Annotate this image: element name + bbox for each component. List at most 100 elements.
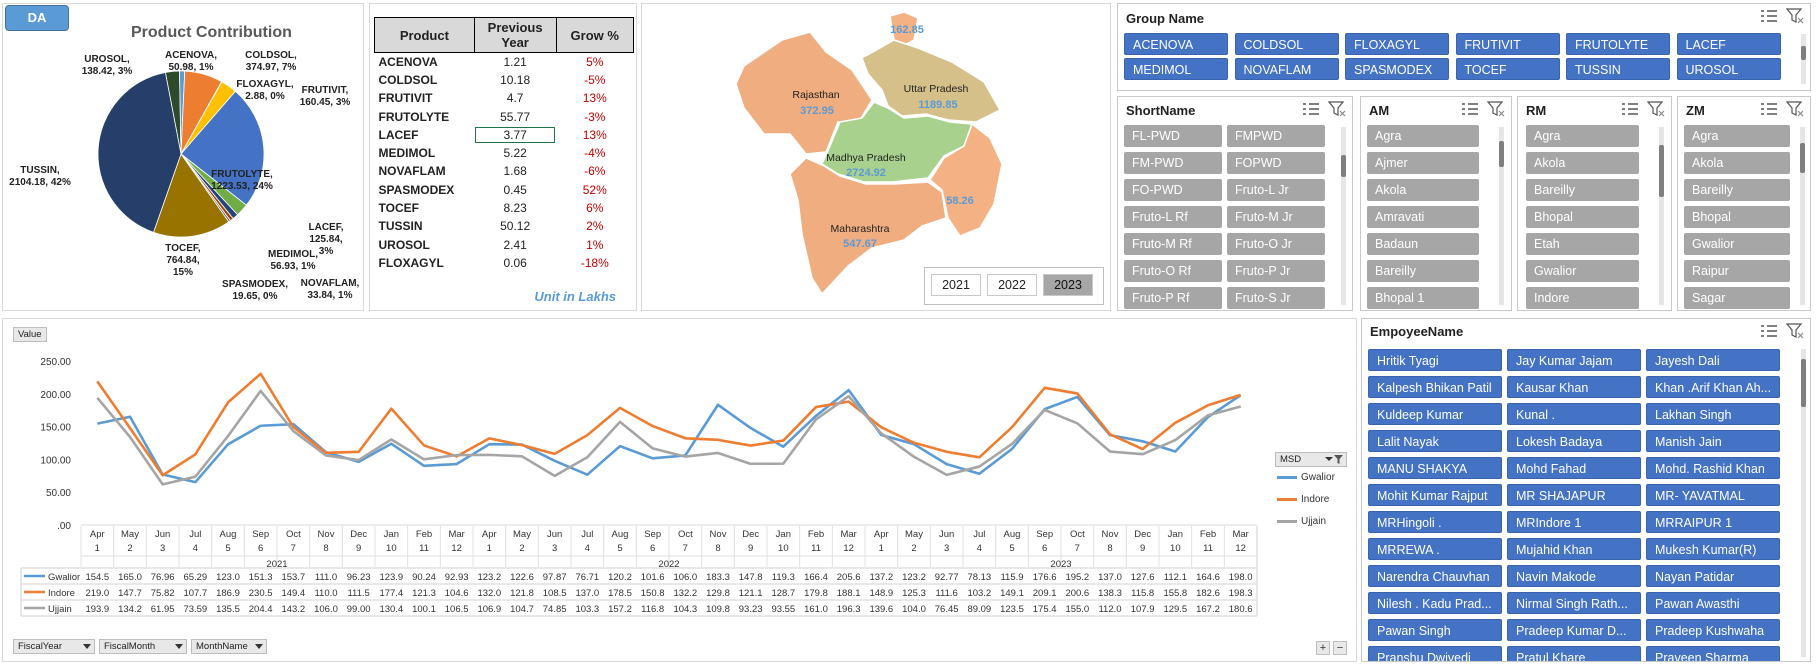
product-name[interactable]: UROSOL [378, 237, 430, 252]
rm-item[interactable]: Akola [1526, 152, 1639, 174]
dropdown-arrow-icon[interactable] [255, 644, 263, 650]
group-name-item[interactable]: NOVAFLAM [1234, 58, 1339, 80]
employee-item[interactable]: Kuldeep Kumar [1368, 403, 1502, 425]
employee-item[interactable]: Pawan Awasthi [1646, 592, 1780, 614]
group-name-item[interactable]: FLOXAGYL [1345, 33, 1449, 55]
employee-item[interactable]: Mujahid Khan [1507, 538, 1641, 560]
employee-item[interactable]: Praveen Sharma [1646, 646, 1780, 661]
shortname-item[interactable]: Fruto-P Rf [1124, 287, 1222, 309]
employee-item[interactable]: Mohd Fahad [1507, 457, 1641, 479]
employee-item[interactable]: Mohd. Rashid Khan [1646, 457, 1780, 479]
employee-item[interactable]: MR SHAJAPUR [1507, 484, 1641, 506]
shortname-item[interactable]: Fruto-L Jr [1227, 179, 1325, 201]
product-name[interactable]: LACEF [378, 127, 419, 142]
previous-year-value[interactable]: 1.68 [503, 164, 527, 179]
shortname-item[interactable]: Fruto-P Jr [1227, 260, 1325, 282]
rm-item[interactable]: Bhopal [1526, 206, 1639, 228]
employee-item[interactable]: MANU SHAKYA [1368, 457, 1502, 479]
product-name[interactable]: ACENOVA [378, 54, 438, 69]
employee-item[interactable]: Pradeep Kumar D... [1507, 619, 1641, 641]
group-name-item[interactable]: UROSOL [1676, 58, 1781, 80]
dropdown-arrow-icon[interactable] [83, 644, 91, 650]
group-scrollbar[interactable] [1801, 34, 1806, 84]
grow-value[interactable]: 52% [582, 182, 607, 197]
da-button[interactable]: DA [5, 5, 69, 31]
rm-item[interactable]: Bareilly [1526, 179, 1639, 201]
product-name[interactable]: FRUTIVIT [378, 91, 433, 106]
product-name[interactable]: FRUTOLYTE [378, 109, 450, 124]
employee-item[interactable]: MRIndore 1 [1507, 511, 1641, 533]
clear-filter-icon[interactable] [1786, 101, 1804, 117]
multi-select-icon[interactable] [1302, 101, 1320, 117]
product-name[interactable]: FLOXAGYL [378, 255, 444, 270]
am-item[interactable]: Bareilly [1367, 260, 1479, 282]
previous-year-value[interactable]: 3.77 [474, 126, 556, 144]
product-name[interactable]: TOCEF [378, 201, 419, 216]
shortname-item[interactable]: Fruto-M Rf [1124, 233, 1222, 255]
dropdown-arrow-icon[interactable] [175, 644, 183, 650]
employee-item[interactable]: Hritik Tyagi [1368, 349, 1502, 371]
previous-year-value[interactable]: 8.23 [503, 201, 527, 216]
filter-button-fiscalyear[interactable]: FiscalYear [13, 639, 95, 654]
employee-item[interactable]: Lalit Nayak [1368, 430, 1502, 452]
previous-year-value[interactable]: 50.12 [500, 219, 531, 234]
grow-value[interactable]: -4% [584, 146, 606, 161]
group-name-item[interactable]: TUSSIN [1566, 58, 1670, 80]
employee-item[interactable]: Pawan Singh [1368, 619, 1502, 641]
am-item[interactable]: Bhopal 1 [1367, 287, 1479, 309]
clear-filter-icon[interactable] [1786, 323, 1804, 339]
zm-item[interactable]: Gwalior [1684, 233, 1790, 255]
rm-item[interactable]: Gwalior [1526, 260, 1639, 282]
year-button-2023[interactable]: 2023 [1043, 274, 1093, 296]
grow-value[interactable]: 5% [586, 54, 604, 69]
grow-value[interactable]: -5% [584, 72, 606, 87]
filter-button-monthname[interactable]: MonthName [191, 639, 267, 654]
product-name[interactable]: SPASMODEX [378, 182, 455, 197]
employee-item[interactable]: Nilesh . Kadu Prad... [1368, 592, 1502, 614]
shortname-item[interactable]: FL-PWD [1124, 125, 1222, 147]
rm-item[interactable]: Indore [1526, 287, 1639, 309]
zm-item[interactable]: Agra [1684, 125, 1790, 147]
filter-button-fiscalmonth[interactable]: FiscalMonth [99, 639, 187, 654]
grow-value[interactable]: -3% [584, 109, 606, 124]
collapse-button[interactable]: − [1333, 641, 1347, 655]
shortname-item[interactable]: FO-PWD [1124, 179, 1222, 201]
employee-item[interactable]: Lakhan Singh [1646, 403, 1780, 425]
shortname-item[interactable]: Fruto-S Jr [1227, 287, 1325, 309]
year-button-2022[interactable]: 2022 [987, 274, 1037, 296]
employee-item[interactable]: Mukesh Kumar(R) [1646, 538, 1780, 560]
shortname-item[interactable]: FM-PWD [1124, 152, 1222, 174]
employee-item[interactable]: MRREWA . [1368, 538, 1502, 560]
multi-select-icon[interactable] [1760, 101, 1778, 117]
employee-item[interactable]: Pradeep Kushwaha [1646, 619, 1780, 641]
zm-item[interactable]: Bareilly [1684, 179, 1790, 201]
employee-item[interactable]: MRRAIPUR 1 [1646, 511, 1780, 533]
shortname-scrollbar[interactable] [1341, 127, 1346, 305]
group-name-item[interactable]: TOCEF [1455, 58, 1560, 80]
shortname-item[interactable]: Fruto-L Rf [1124, 206, 1222, 228]
previous-year-value[interactable]: 4.7 [506, 91, 524, 106]
previous-year-value[interactable]: 0.06 [503, 255, 527, 270]
clear-filter-icon[interactable] [1487, 101, 1505, 117]
previous-year-value[interactable]: 5.22 [503, 146, 527, 161]
legend-header[interactable]: MSD [1275, 452, 1347, 467]
clear-filter-icon[interactable] [1647, 101, 1665, 117]
grow-value[interactable]: 2% [586, 219, 604, 234]
clear-filter-icon[interactable] [1328, 101, 1346, 117]
shortname-item[interactable]: FMPWD [1227, 125, 1325, 147]
grow-value[interactable]: 13% [582, 91, 607, 106]
employee-item[interactable]: Lokesh Badaya [1507, 430, 1641, 452]
year-button-2021[interactable]: 2021 [931, 274, 981, 296]
grow-value[interactable]: -6% [584, 164, 606, 179]
employee-item[interactable]: Khan .Arif Khan Ah... [1646, 376, 1780, 398]
shortname-item[interactable]: Fruto-M Jr [1227, 206, 1325, 228]
previous-year-value[interactable]: 2.41 [503, 237, 527, 252]
employee-item[interactable]: Navin Makode [1507, 565, 1641, 587]
multi-select-icon[interactable] [1461, 101, 1479, 117]
shortname-item[interactable]: Fruto-O Rf [1124, 260, 1222, 282]
zm-scrollbar[interactable] [1800, 127, 1805, 305]
group-name-item[interactable]: SPASMODEX [1345, 58, 1449, 80]
am-item[interactable]: Ajmer [1367, 152, 1479, 174]
employee-item[interactable]: Mohit Kumar Rajput [1368, 484, 1502, 506]
shortname-item[interactable]: Fruto-O Jr [1227, 233, 1325, 255]
